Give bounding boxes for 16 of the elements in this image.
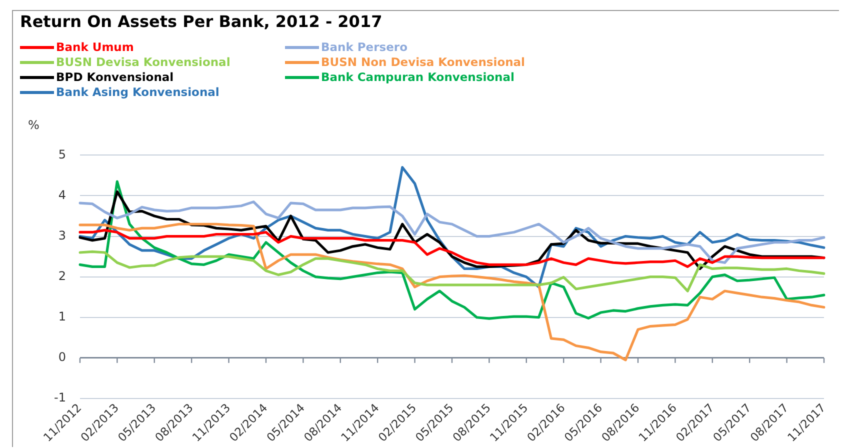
legend-label: Bank Persero [321,40,408,54]
y-tick-label: 2 [58,268,66,283]
legend-label: BUSN Non Devisa Konvensional [321,55,525,69]
y-tick-label: 5 [58,147,66,162]
legend-label: Bank Umum [56,40,134,54]
y-axis-title: % [28,118,40,132]
y-tick-label: 0 [58,350,66,364]
legend-label: BUSN Devisa Konvensional [56,55,230,69]
y-tick-label: 3 [58,228,66,242]
legend-label: BPD Konvensional [56,70,174,84]
legend-label: Bank Asing Konvensional [56,85,220,99]
legend-label: Bank Campuran Konvensional [321,70,514,84]
y-tick-label: 1 [58,310,66,324]
chart-title: Return On Assets Per Bank, 2012 - 2017 [20,12,382,31]
y-tick-label: 4 [58,188,66,202]
y-tick-label: -1 [54,390,66,405]
